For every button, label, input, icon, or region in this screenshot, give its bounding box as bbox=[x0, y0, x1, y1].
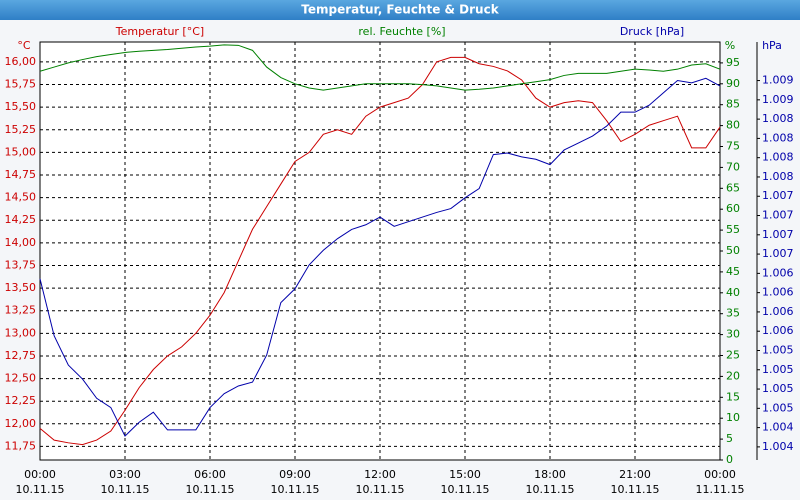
y-tick-label: 15,25 bbox=[5, 123, 37, 136]
x-tick-date: 10.11.15 bbox=[101, 483, 150, 496]
y-tick-label: 15,50 bbox=[5, 100, 37, 113]
y3-tick-label: 1.008 bbox=[762, 112, 794, 125]
y-axis-label: Temperatur [°C] bbox=[115, 25, 204, 38]
x-tick-date: 10.11.15 bbox=[441, 483, 490, 496]
y2-unit: % bbox=[725, 39, 735, 52]
y3-tick-label: 1.008 bbox=[762, 151, 794, 164]
x-tick-date: 11.11.15 bbox=[696, 483, 745, 496]
x-tick-date: 10.11.15 bbox=[186, 483, 235, 496]
x-tick-date: 10.11.15 bbox=[526, 483, 575, 496]
y-tick-label: 12,00 bbox=[5, 417, 37, 430]
y2-axis-label: rel. Feuchte [%] bbox=[358, 25, 445, 38]
y2-tick-label: 55 bbox=[726, 223, 740, 236]
y3-tick-label: 1.009 bbox=[762, 93, 794, 106]
y2-tick-label: 10 bbox=[726, 411, 740, 424]
y-tick-label: 12,50 bbox=[5, 372, 37, 385]
y2-tick-label: 50 bbox=[726, 244, 740, 257]
y-tick-label: 15,00 bbox=[5, 145, 37, 158]
y2-tick-label: 65 bbox=[726, 181, 740, 194]
y3-tick-label: 1.006 bbox=[762, 324, 794, 337]
y3-tick-label: 1.007 bbox=[762, 228, 794, 241]
x-tick-label: 15:00 bbox=[449, 468, 481, 481]
y2-tick-label: 35 bbox=[726, 307, 740, 320]
y2-tick-label: 15 bbox=[726, 390, 740, 403]
y-tick-label: 14,50 bbox=[5, 191, 37, 204]
y3-tick-label: 1.007 bbox=[762, 189, 794, 202]
y2-tick-label: 45 bbox=[726, 265, 740, 278]
x-tick-label: 06:00 bbox=[194, 468, 226, 481]
y3-tick-label: 1.004 bbox=[762, 421, 794, 434]
y-tick-label: 12,75 bbox=[5, 349, 37, 362]
series-line bbox=[39, 44, 721, 91]
y2-tick-label: 90 bbox=[726, 77, 740, 90]
x-tick-label: 21:00 bbox=[619, 468, 651, 481]
y2-tick-label: 70 bbox=[726, 160, 740, 173]
title-bar bbox=[0, 0, 800, 20]
y3-axis-label: Druck [hPa] bbox=[620, 25, 684, 38]
x-tick-label: 18:00 bbox=[534, 468, 566, 481]
y3-tick-label: 1.006 bbox=[762, 266, 794, 279]
y2-tick-label: 85 bbox=[726, 98, 740, 111]
y3-tick-label: 1.009 bbox=[762, 74, 794, 87]
y3-tick-label: 1.008 bbox=[762, 170, 794, 183]
series-line bbox=[39, 56, 721, 446]
x-tick-date: 10.11.15 bbox=[16, 483, 65, 496]
y2-tick-label: 5 bbox=[726, 432, 733, 445]
y-tick-label: 13,25 bbox=[5, 304, 37, 317]
y3-tick-label: 1.006 bbox=[762, 305, 794, 318]
chart-title: Temperatur, Feuchte & Druck bbox=[301, 3, 499, 17]
x-tick-label: 00:00 bbox=[24, 468, 56, 481]
y3-tick-label: 1.007 bbox=[762, 247, 794, 260]
y2-tick-label: 95 bbox=[726, 56, 740, 69]
y3-tick-label: 1.007 bbox=[762, 209, 794, 222]
series-line bbox=[39, 77, 721, 437]
y2-tick-label: 80 bbox=[726, 119, 740, 132]
y2-tick-label: 75 bbox=[726, 140, 740, 153]
y3-tick-label: 1.005 bbox=[762, 363, 794, 376]
y2-tick-label: 0 bbox=[726, 453, 733, 466]
y-tick-label: 15,75 bbox=[5, 78, 37, 91]
x-tick-date: 10.11.15 bbox=[611, 483, 660, 496]
y-tick-label: 13,00 bbox=[5, 326, 37, 339]
x-tick-label: 12:00 bbox=[364, 468, 396, 481]
x-tick-date: 10.11.15 bbox=[271, 483, 320, 496]
y3-tick-label: 1.008 bbox=[762, 131, 794, 144]
y3-tick-label: 1.005 bbox=[762, 401, 794, 414]
y3-tick-label: 1.005 bbox=[762, 382, 794, 395]
y-tick-label: 14,75 bbox=[5, 168, 37, 181]
y2-tick-label: 40 bbox=[726, 286, 740, 299]
y3-tick-label: 1.006 bbox=[762, 286, 794, 299]
y3-unit: hPa bbox=[762, 39, 782, 52]
y-tick-label: 12,25 bbox=[5, 394, 37, 407]
x-tick-label: 09:00 bbox=[279, 468, 311, 481]
y-tick-label: 13,50 bbox=[5, 281, 37, 294]
y-tick-label: 14,25 bbox=[5, 213, 37, 226]
y-tick-label: 14,00 bbox=[5, 236, 37, 249]
y-tick-label: 13,75 bbox=[5, 258, 37, 271]
x-tick-date: 10.11.15 bbox=[356, 483, 405, 496]
y2-tick-label: 30 bbox=[726, 328, 740, 341]
y2-tick-label: 25 bbox=[726, 349, 740, 362]
y3-tick-label: 1.005 bbox=[762, 343, 794, 356]
y-unit: °C bbox=[17, 39, 31, 52]
x-tick-label: 00:00 bbox=[704, 468, 736, 481]
y3-tick-label: 1.004 bbox=[762, 440, 794, 453]
x-tick-label: 03:00 bbox=[109, 468, 141, 481]
y-tick-label: 16,00 bbox=[5, 55, 37, 68]
y2-tick-label: 20 bbox=[726, 369, 740, 382]
y2-tick-label: 60 bbox=[726, 202, 740, 215]
y-tick-label: 11,75 bbox=[5, 439, 37, 452]
